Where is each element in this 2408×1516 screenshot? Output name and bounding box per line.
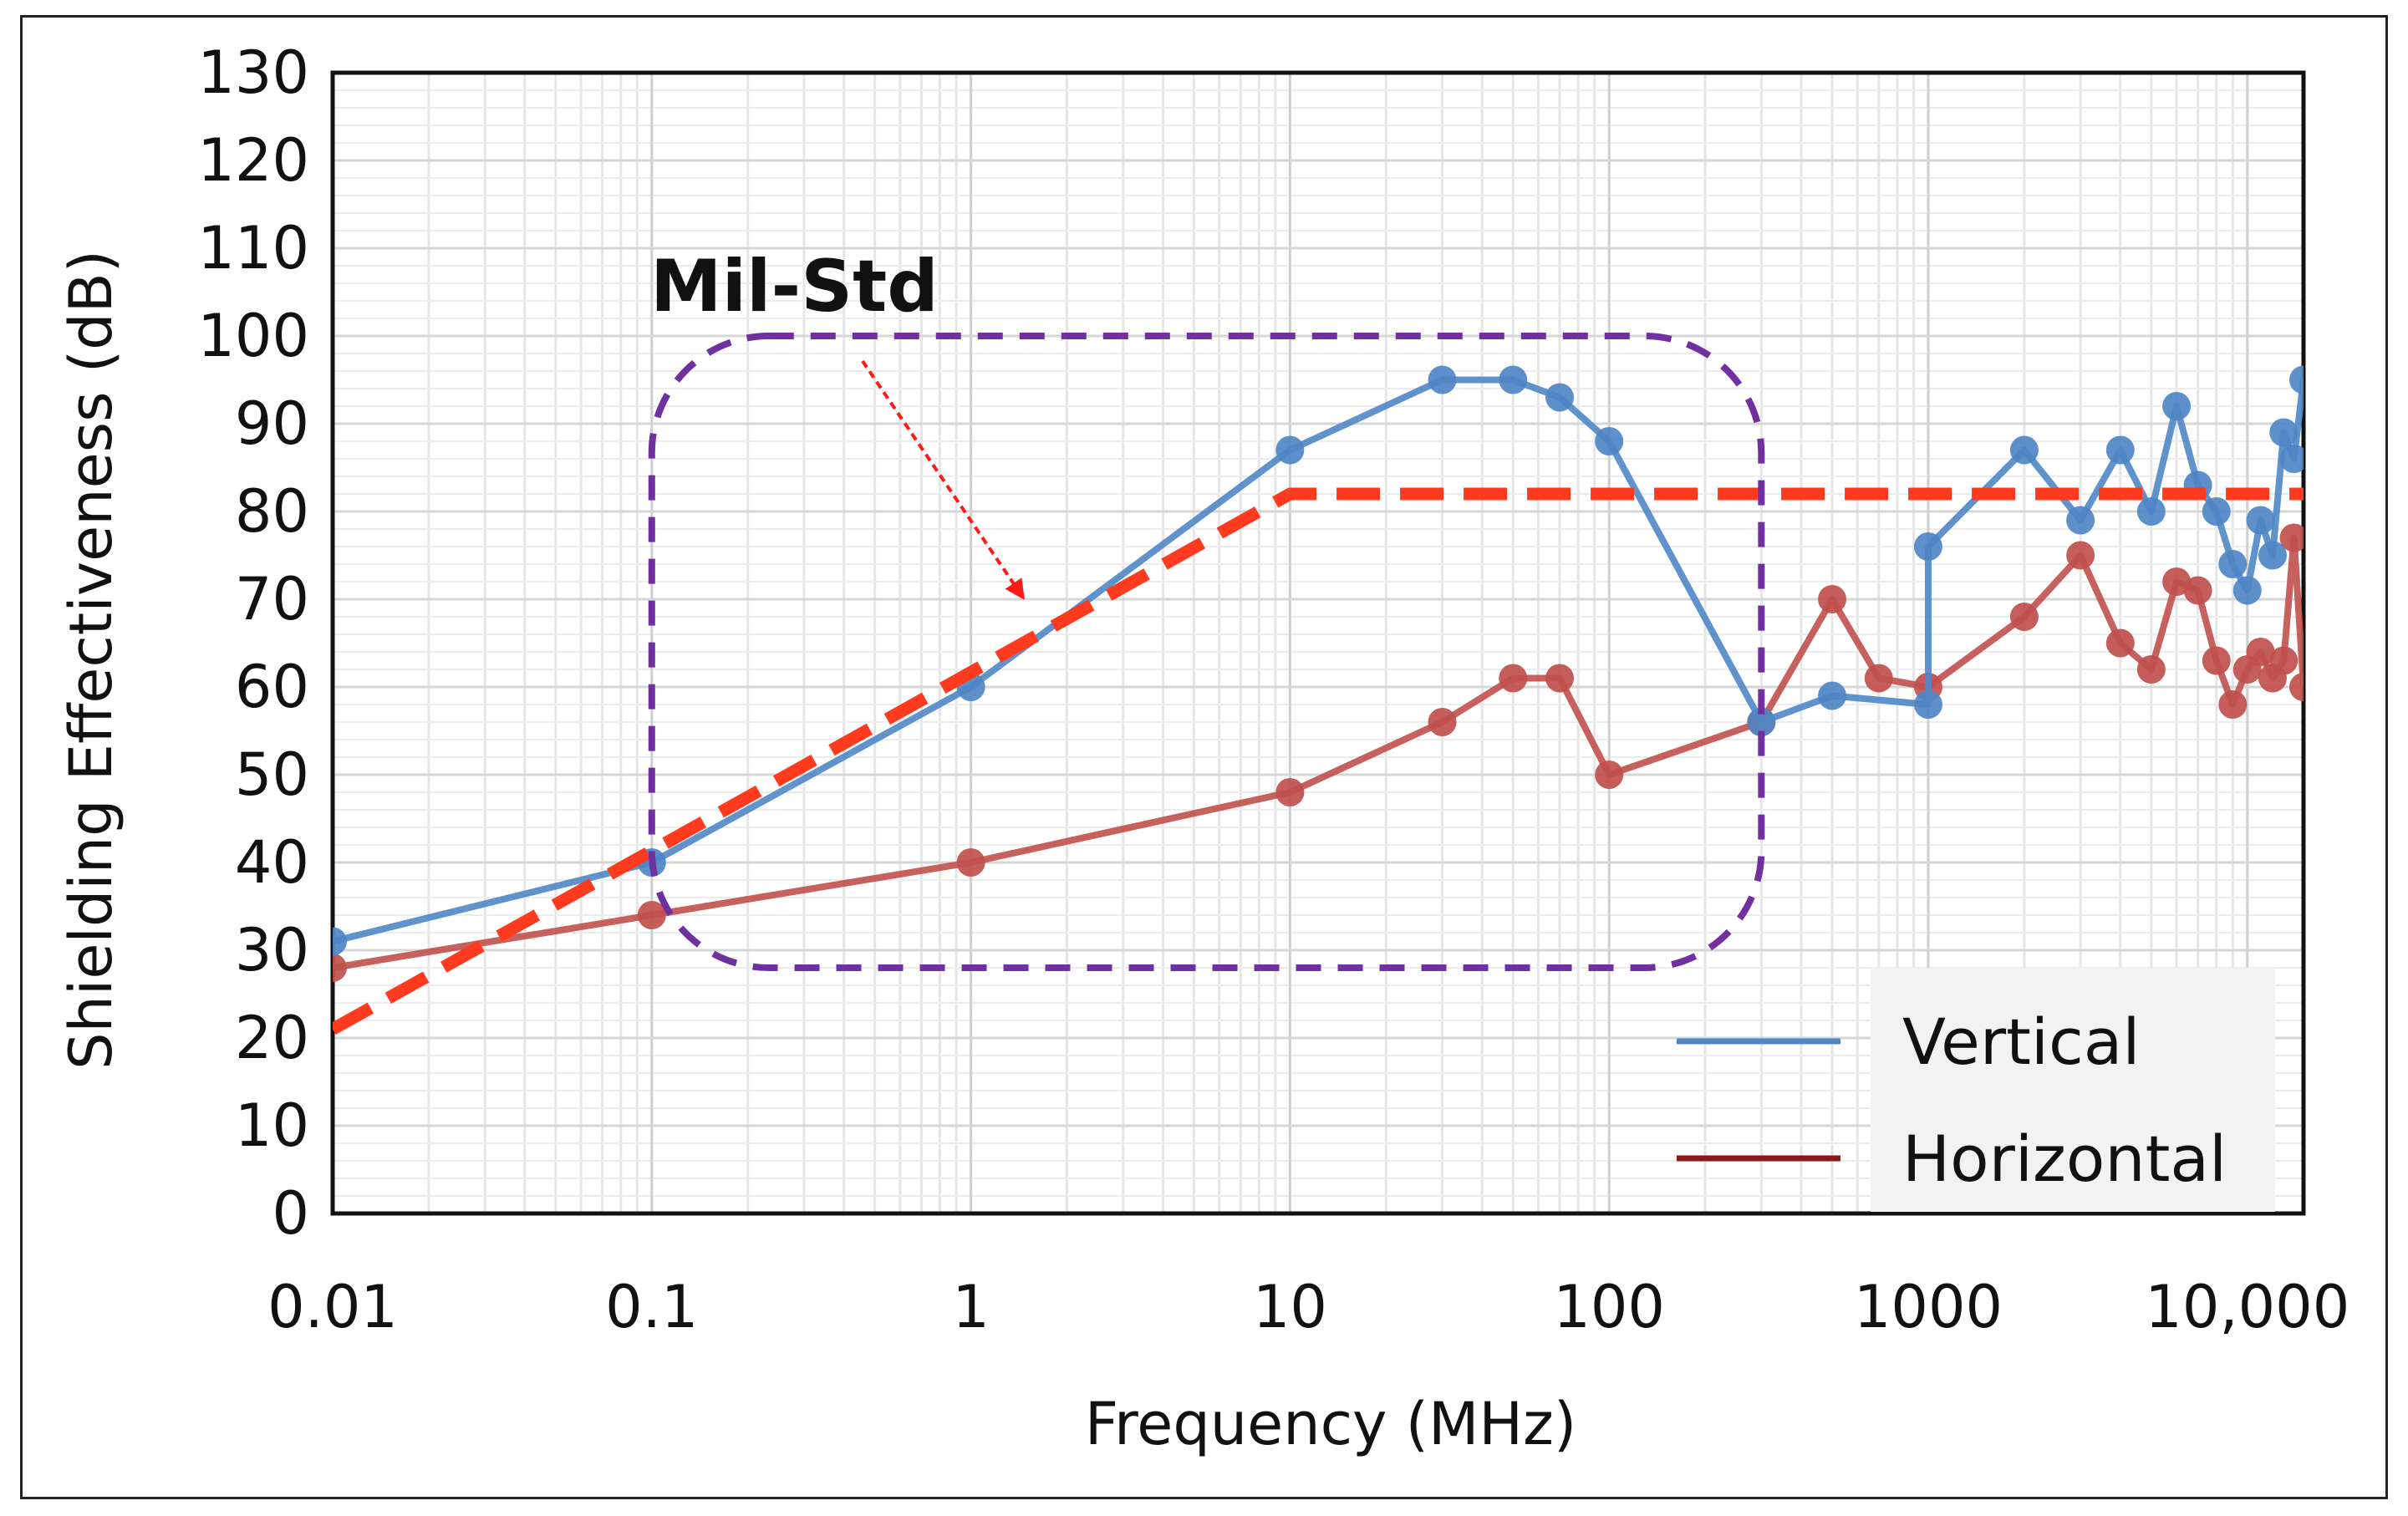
y-tick-label: 130 [197,38,309,107]
data-point-vertical [2202,497,2231,526]
data-point-horizontal [1818,585,1847,613]
data-point-horizontal [2246,638,2275,666]
x-axis-title: Frequency (MHz) [1085,1390,1576,1458]
plot-series [333,365,2304,1035]
y-tick-label: 30 [235,916,309,984]
data-point-horizontal [2066,541,2095,570]
y-tick-label: 50 [235,740,309,809]
y-tick-label: 120 [197,126,309,195]
data-point-horizontal [1499,664,1528,693]
data-point-horizontal [637,901,666,929]
data-point-vertical [1428,365,1457,394]
x-tick-label: 0.01 [267,1273,398,1341]
data-point-vertical [1275,435,1305,465]
x-tick-label: 1 [952,1273,990,1341]
data-point-vertical [1913,690,1942,719]
x-tick-label: 10 [1253,1273,1327,1341]
mil-std-arrow [861,359,1025,600]
mil-std-region-box [648,333,1765,971]
data-point-vertical [333,927,347,956]
data-point-horizontal [1864,664,1893,693]
data-point-horizontal [1595,761,1624,789]
y-tick-label: 90 [235,389,309,458]
data-point-horizontal [333,954,347,982]
y-axis-title: Shielding Effectiveness (dB) [57,250,125,1070]
y-tick-label: 0 [272,1179,309,1248]
y-tick-label: 10 [235,1091,309,1160]
data-point-horizontal [2105,628,2135,658]
data-point-vertical [1913,532,1942,561]
mil-std-label: Mil-Std [650,245,939,328]
y-tick-label: 20 [235,1004,309,1072]
legend-box [1871,968,2275,1212]
data-point-vertical [2066,506,2095,535]
x-tick-label: 100 [1553,1273,1665,1341]
data-point-horizontal [2269,646,2299,675]
y-tick-label: 40 [235,828,309,897]
data-point-horizontal [2289,673,2304,701]
data-point-vertical [2258,541,2288,570]
x-tick-label: 0.1 [605,1273,698,1341]
data-point-horizontal [2136,655,2166,684]
data-point-horizontal [956,848,985,877]
legend: Vertical Horizontal [1677,968,2275,1212]
legend-label-vertical: Vertical [1902,1005,2140,1079]
data-point-horizontal [1428,708,1457,736]
data-point-horizontal [2009,603,2039,631]
data-point-vertical [2269,418,2299,447]
data-point-horizontal [2162,567,2192,596]
data-point-horizontal [1275,778,1305,806]
data-point-vertical [2279,445,2304,473]
y-tick-label: 60 [235,653,309,721]
series-line-mil-std [333,487,2304,1035]
y-tick-label: 100 [197,302,309,370]
x-tick-label: 1000 [1854,1273,2003,1341]
data-point-horizontal [2279,523,2304,552]
data-point-vertical [2162,392,2192,420]
y-tick-label: 80 [235,477,309,546]
data-point-vertical [2289,365,2304,394]
y-tick-label: 110 [197,214,309,282]
data-point-vertical [2232,576,2262,605]
legend-label-horizontal: Horizontal [1902,1122,2227,1196]
data-point-vertical [1818,681,1847,710]
x-tick-label: 10,000 [2145,1273,2349,1341]
data-point-vertical [2009,435,2039,465]
data-point-horizontal [2202,646,2231,675]
data-point-vertical [1499,365,1528,394]
data-point-vertical [2246,506,2275,535]
data-point-vertical [1545,383,1575,412]
data-point-vertical [2136,497,2166,526]
data-point-horizontal [1545,664,1575,693]
data-point-horizontal [2183,576,2212,605]
y-tick-label: 70 [235,565,309,633]
data-point-vertical [2218,550,2248,578]
data-point-vertical [1747,708,1776,736]
data-point-horizontal [2218,690,2248,719]
data-point-vertical [2105,435,2135,465]
data-point-vertical [1595,427,1624,455]
